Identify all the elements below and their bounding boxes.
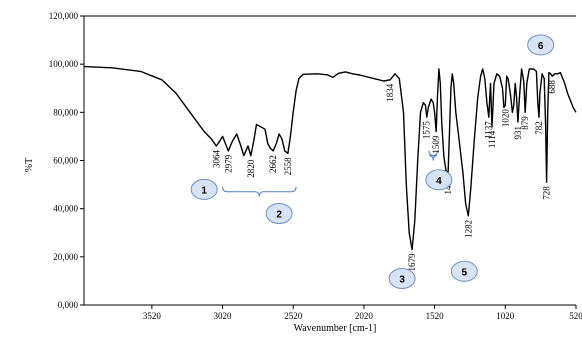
region-marker-1 — [190, 178, 218, 200]
peak-label: 728 — [542, 186, 552, 200]
y-tick-label: 60,000 — [53, 156, 78, 166]
peak-label: 688 — [547, 80, 557, 94]
y-tick-label: 80,000 — [53, 107, 78, 117]
x-axis-title: Wavenumber [cm-1] — [294, 323, 377, 334]
peak-labels: 3064297928202662255818341679157515091425… — [211, 80, 557, 272]
region-marker-label: 5 — [462, 267, 468, 278]
peak-label: 3064 — [211, 149, 221, 168]
region-marker-label: 3 — [399, 275, 405, 286]
region-4-bracket — [428, 150, 438, 161]
axes: 0,000 20,000 40,000 60,000 80,000 100,000 120,… — [49, 11, 582, 321]
region-marker-2 — [265, 202, 293, 224]
region-marker-label: 1 — [201, 185, 207, 196]
y-tick-label: 40,000 — [53, 204, 78, 214]
region-marker-3 — [388, 268, 416, 290]
peak-label: 1137 — [484, 121, 494, 139]
region-marker-label: 2 — [276, 209, 282, 220]
peak-label: 879 — [520, 116, 530, 130]
peak-label: 1114 — [487, 130, 497, 148]
x-tick-label: 520 — [569, 311, 582, 321]
x-tick-label: 2520 — [284, 311, 303, 321]
peak-label: 2979 — [223, 154, 233, 173]
x-tick-label: 2020 — [355, 311, 374, 321]
x-tick-label: 1520 — [426, 311, 445, 321]
x-tick-label: 3520 — [143, 311, 162, 321]
x-tick-label: 1020 — [496, 311, 515, 321]
peak-label: 1282 — [463, 220, 473, 238]
peak-label: 782 — [534, 121, 544, 135]
y-tick-label: 0,000 — [58, 300, 79, 310]
region-marker-label: 6 — [538, 41, 544, 52]
region-marker-5 — [450, 260, 478, 282]
peak-label: 2820 — [246, 159, 256, 178]
y-tick-label: 20,000 — [53, 252, 78, 262]
region-marker-6 — [527, 34, 555, 56]
peak-label: 931 — [513, 126, 523, 140]
y-tick-label: 100,000 — [49, 59, 79, 69]
region-brackets — [222, 150, 438, 197]
series-layer — [83, 65, 577, 251]
region-marker-label: 4 — [436, 176, 442, 187]
peak-label: 2558 — [283, 157, 293, 176]
region-marker-4 — [425, 169, 453, 191]
region-2-bracket — [222, 186, 297, 197]
peak-label: 1834 — [385, 83, 395, 102]
spectrum-line — [83, 65, 577, 251]
peak-label: 1679 — [407, 253, 417, 272]
peak-label: 2662 — [268, 155, 278, 173]
region-markers: 1 2 3 4 5 6 — [190, 34, 555, 290]
peak-label: 1509 — [431, 135, 441, 154]
peak-label: 1020 — [500, 109, 510, 128]
x-tick-label: 3020 — [214, 311, 233, 321]
y-axis-title: %T — [24, 158, 35, 172]
peak-label: 1575 — [422, 121, 432, 140]
y-tick-label: 120,000 — [49, 11, 79, 21]
